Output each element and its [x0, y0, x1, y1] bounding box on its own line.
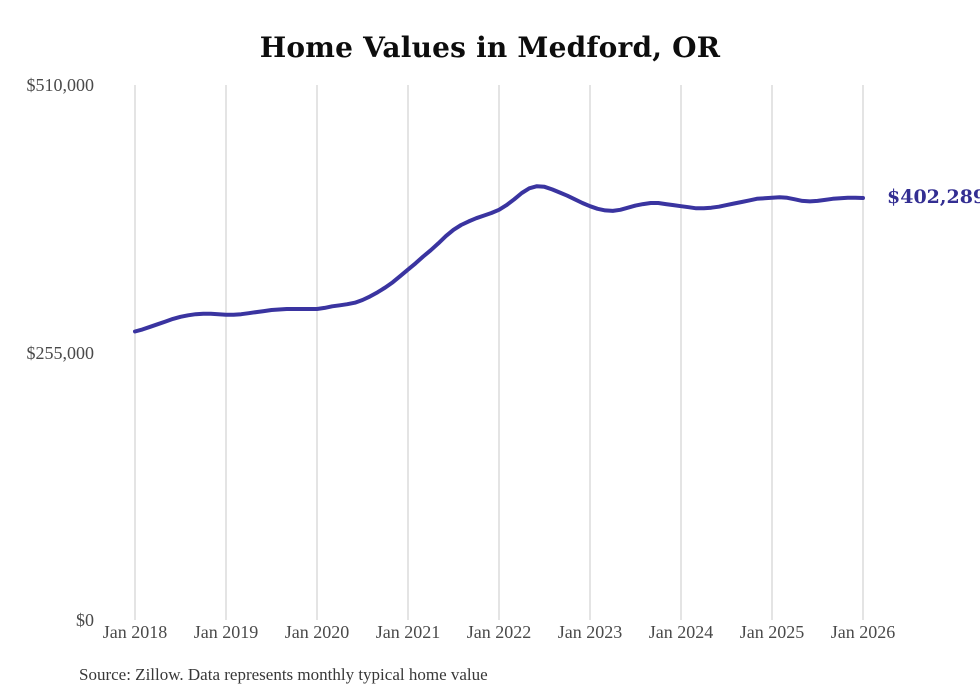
latest-value-label: $402,289	[887, 185, 980, 208]
vertical-gridlines	[134, 85, 864, 620]
x-tick-label: Jan 2024	[648, 622, 714, 642]
x-tick-label: Jan 2023	[557, 622, 623, 642]
x-tick-label: Jan 2018	[102, 622, 168, 642]
source-note: Source: Zillow. Data represents monthly …	[79, 665, 488, 684]
x-tick-label: Jan 2025	[739, 622, 805, 642]
y-tick-label: $0	[76, 610, 94, 630]
y-tick-label: $255,000	[26, 342, 95, 363]
x-tick-label: Jan 2020	[284, 622, 350, 642]
x-tick-label: Jan 2022	[466, 622, 532, 642]
chart-title: Home Values in Medford, OR	[259, 31, 721, 64]
x-tick-label: Jan 2021	[375, 622, 441, 642]
y-tick-label: $510,000	[26, 75, 95, 95]
x-tick-label: Jan 2019	[193, 622, 259, 642]
home-value-line	[133, 184, 865, 334]
x-tick-label: Jan 2026	[830, 622, 896, 642]
